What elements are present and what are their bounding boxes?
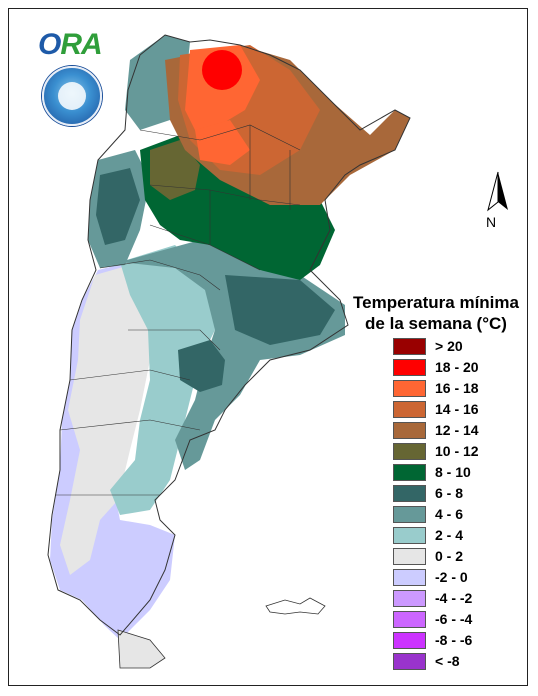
legend-swatch bbox=[393, 401, 426, 418]
legend-label: > 20 bbox=[435, 338, 463, 354]
legend-swatch bbox=[393, 569, 426, 586]
legend-title: Temperatura mínima de la semana (°C) bbox=[353, 293, 519, 333]
legend-label: -4 - -2 bbox=[435, 590, 473, 606]
region-sixteen-eighteen-b bbox=[195, 120, 250, 165]
legend-label: 18 - 20 bbox=[435, 359, 479, 375]
legend-swatch bbox=[393, 653, 426, 670]
country-outline bbox=[47, 34, 411, 636]
inta-seal-icon bbox=[42, 66, 102, 126]
legend-swatch bbox=[393, 464, 426, 481]
north-label: N bbox=[486, 214, 497, 230]
legend-swatch bbox=[393, 506, 426, 523]
legend-label: -6 - -4 bbox=[435, 611, 473, 627]
region-andes-mid bbox=[96, 168, 140, 245]
region-six-eight-east bbox=[225, 275, 335, 345]
legend-label: < -8 bbox=[435, 653, 460, 669]
region-six-eight-south bbox=[178, 340, 225, 392]
province-borders bbox=[55, 124, 301, 496]
legend-label: 2 - 4 bbox=[435, 527, 464, 543]
legend-label: 14 - 16 bbox=[435, 401, 479, 417]
legend-label: 4 - 6 bbox=[435, 506, 464, 522]
legend-swatch bbox=[393, 338, 426, 355]
legend-swatch bbox=[393, 443, 426, 460]
legend-swatch bbox=[393, 548, 426, 565]
region-tierra-del-fuego bbox=[117, 629, 166, 669]
legend-swatch bbox=[393, 485, 426, 502]
legend-swatch bbox=[393, 527, 426, 544]
region-eighteen-twenty bbox=[202, 50, 242, 90]
legend-label: 6 - 8 bbox=[435, 485, 464, 501]
legend-label: 8 - 10 bbox=[435, 464, 471, 480]
legend-label: -8 - -6 bbox=[435, 632, 473, 648]
legend-label: 10 - 12 bbox=[435, 443, 479, 459]
legend-swatch bbox=[393, 590, 426, 607]
legend-swatch bbox=[393, 422, 426, 439]
region-ten-twelve bbox=[150, 140, 200, 200]
malvinas-islands bbox=[265, 597, 326, 615]
legend-swatch bbox=[393, 632, 426, 649]
legend-swatch bbox=[393, 611, 426, 628]
legend-swatch bbox=[393, 359, 426, 376]
region-zero-two bbox=[60, 265, 160, 575]
north-arrow-icon bbox=[487, 171, 508, 212]
region-two-four bbox=[110, 245, 215, 515]
ora-logo: ORA bbox=[38, 28, 103, 61]
legend-label: 12 - 14 bbox=[435, 422, 479, 438]
legend-swatch bbox=[393, 380, 426, 397]
legend-label: 0 - 2 bbox=[435, 548, 464, 564]
legend-label: 16 - 18 bbox=[435, 380, 479, 396]
legend-label: -2 - 0 bbox=[435, 569, 468, 585]
